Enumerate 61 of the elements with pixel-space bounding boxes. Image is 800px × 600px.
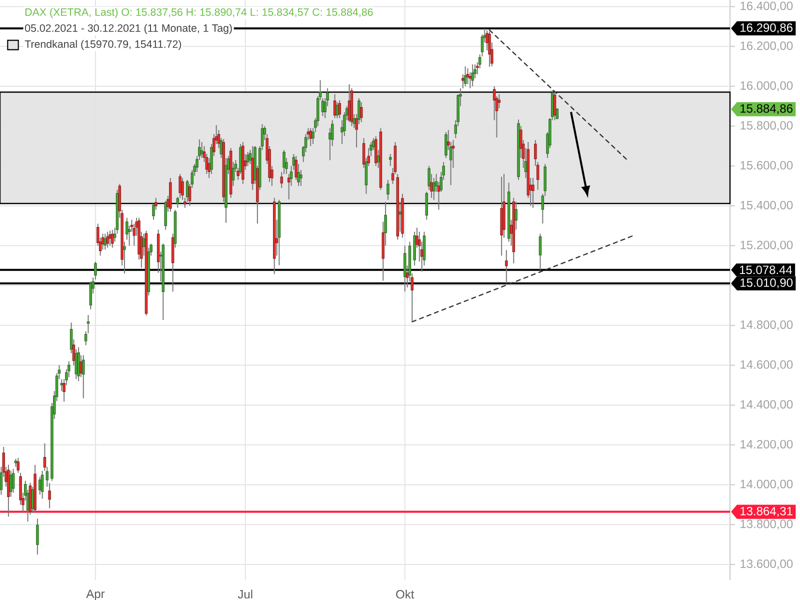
candlestick [10, 470, 12, 498]
candlestick [309, 128, 312, 147]
x-tick-label: Apr [86, 590, 105, 600]
y-tick-label: 15.400,00 [740, 200, 793, 211]
y-tick-label: 15.800,00 [740, 121, 793, 132]
candlestick [505, 250, 508, 284]
candlestick [164, 200, 167, 230]
candlestick [425, 191, 428, 220]
candlestick [374, 136, 378, 166]
candlestick [398, 201, 402, 232]
candlestick [514, 201, 518, 230]
candlestick [12, 468, 15, 494]
candlestick [386, 179, 390, 200]
candlestick [77, 346, 80, 382]
candlestick [16, 457, 20, 474]
candlestick [108, 230, 112, 246]
candlestick [488, 30, 491, 68]
text: DAX (XETRA, Last) O: 15.837,56 H: 15.890,74 L: 15.834,57 C: 15.884,86 [25, 8, 373, 18]
y-tick-label: 16.400,00 [740, 2, 793, 12]
candlestick [82, 354, 85, 399]
y-tick-label: 16.200,00 [740, 41, 793, 52]
ref-line-label: 15.010,90 [740, 278, 793, 288]
y-tick-label: 15.200,00 [740, 240, 793, 251]
ref-line-label: 13.864,31 [740, 506, 792, 517]
y-tick-label: 13.600,00 [740, 559, 793, 570]
x-tick-label: Jul [238, 590, 252, 599]
candlestick [348, 84, 351, 123]
candlestick [432, 177, 436, 200]
candlestick [532, 177, 534, 208]
candlestick [538, 233, 542, 270]
candlestick [404, 245, 406, 292]
x-tick-label: Okt [396, 590, 414, 599]
candlestick [111, 229, 114, 248]
candlestick [333, 94, 336, 119]
legend-label: Trendkanal (15970.79, 15411.72) [24, 40, 182, 50]
candlestick [246, 152, 250, 166]
y-tick-label: 14.800,00 [740, 320, 793, 330]
y-tick-label: 13.800,00 [740, 520, 793, 530]
ref-line-label: 16.290,86 [740, 23, 792, 34]
candlestick [360, 102, 363, 123]
y-tick-label: 14.400,00 [740, 400, 793, 410]
y-tick-label: 15.600,00 [740, 161, 793, 171]
ref-line-label: 15.078.44 [740, 266, 792, 274]
y-tick-label: 14.000,00 [740, 480, 793, 490]
text: 05.02.2021 - 30.12.2021 (11 Monate, 1 Tag) [25, 24, 232, 34]
candlestick [389, 154, 392, 166]
candlestick [464, 66, 467, 87]
candlestick [338, 100, 341, 119]
text: 15.884,86 [740, 104, 792, 114]
candlestick [471, 64, 474, 87]
candlestick [36, 518, 39, 555]
candlestick [466, 68, 470, 85]
candlestick [106, 231, 109, 248]
y-tick-label: 14.200,00 [740, 440, 793, 450]
candlestick [232, 161, 235, 186]
candlestick [40, 470, 44, 500]
y-tick-label: 16.000,00 [740, 81, 793, 92]
y-tick-label: 14.600,00 [740, 360, 793, 370]
candlestick [553, 92, 556, 121]
candlestick [444, 132, 448, 158]
candlestick [200, 142, 204, 158]
